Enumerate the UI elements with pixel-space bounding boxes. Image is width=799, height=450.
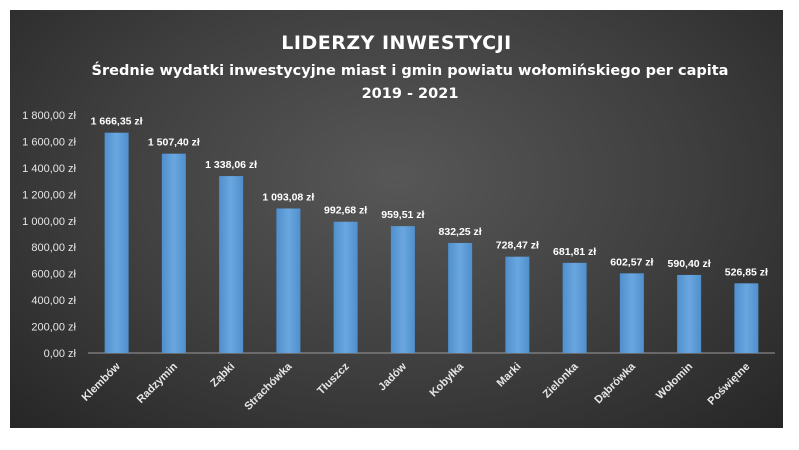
category-label: Klembów <box>80 360 123 403</box>
y-tick-label: 1 800,00 zł <box>22 110 76 122</box>
category-label: Radzymin <box>135 360 180 405</box>
data-label: 959,51 zł <box>381 209 424 221</box>
data-label: 602,57 zł <box>610 256 653 268</box>
bar <box>562 262 587 353</box>
data-label: 590,40 zł <box>668 258 711 270</box>
bar <box>619 273 644 353</box>
chart-panel: LIDERZY INWESTYCJI Średnie wydatki inwes… <box>10 10 783 428</box>
chart-title: LIDERZY INWESTYCJI <box>281 32 512 54</box>
category-label: Kobyłka <box>427 360 466 399</box>
category-label: Ząbki <box>208 361 237 390</box>
data-label: 1 666,35 zł <box>91 116 143 128</box>
bar <box>104 132 129 353</box>
bar <box>448 242 473 353</box>
bar <box>333 221 358 353</box>
bar <box>390 226 415 353</box>
data-label: 992,68 zł <box>324 205 367 217</box>
y-tick-label: 1 600,00 zł <box>22 136 76 148</box>
bar <box>276 208 301 353</box>
category-label: Tłuszcz <box>315 360 352 397</box>
y-tick-label: 1 000,00 zł <box>22 216 76 228</box>
y-tick-label: 1 200,00 zł <box>22 189 76 201</box>
category-label: Marki <box>495 361 524 390</box>
data-label: 681,81 zł <box>553 246 596 258</box>
category-label: Wołomin <box>654 360 695 401</box>
category-label: Jadów <box>376 360 409 393</box>
data-label: 728,47 zł <box>496 240 539 252</box>
y-tick-label: 600,00 zł <box>31 269 76 281</box>
data-label: 1 338,06 zł <box>205 159 257 171</box>
category-label: Zielonka <box>541 360 582 401</box>
y-tick-label: 200,00 zł <box>31 322 76 334</box>
y-tick-label: 800,00 zł <box>31 242 76 254</box>
category-label: Dąbrówka <box>592 360 638 406</box>
x-axis: Klembów Radzymin Ząbki Strachówka Tłuszcz Jad… <box>80 360 753 413</box>
bar <box>505 256 530 353</box>
y-tick-label: 1 400,00 zł <box>22 163 76 175</box>
bars: 1 666,35 zł 1 507,40 zł 1 338,06 zł 1 093,0… <box>91 116 768 353</box>
category-label: Poświętne <box>706 361 753 408</box>
category-label: Strachówka <box>242 360 295 413</box>
chart-subtitle: Średnie wydatki inwestycyjne miast i gmi… <box>91 63 729 102</box>
y-axis: 0,00 zł 200,00 zł 400,00 zł 600,00 zł 800,00… <box>22 110 775 360</box>
y-tick-label: 400,00 zł <box>31 295 76 307</box>
bar <box>734 283 759 353</box>
y-tick-label: 0,00 zł <box>44 348 77 360</box>
bar <box>677 274 702 353</box>
data-label: 1 093,08 zł <box>262 191 314 203</box>
data-label: 832,25 zł <box>439 226 482 238</box>
data-label: 526,85 zł <box>725 266 768 278</box>
data-label: 1 507,40 zł <box>148 137 200 149</box>
bar <box>161 153 186 353</box>
bar <box>219 176 244 353</box>
